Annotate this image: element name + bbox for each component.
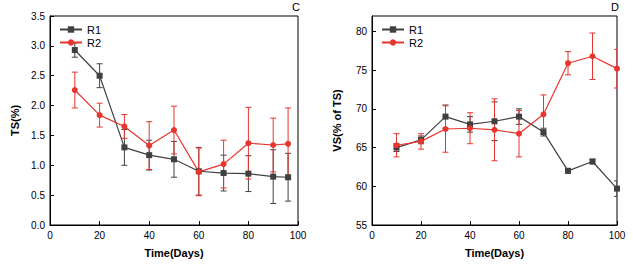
- svg-text:40: 40: [464, 230, 476, 241]
- svg-text:0: 0: [47, 230, 53, 241]
- svg-text:0.0: 0.0: [31, 220, 45, 231]
- svg-text:D: D: [611, 1, 619, 13]
- svg-text:100: 100: [290, 230, 307, 241]
- svg-text:75: 75: [356, 65, 368, 76]
- svg-text:R2: R2: [87, 37, 101, 49]
- svg-text:0: 0: [369, 230, 375, 241]
- svg-text:1.0: 1.0: [31, 160, 45, 171]
- svg-text:40: 40: [144, 230, 156, 241]
- svg-text:80: 80: [562, 230, 574, 241]
- svg-text:0.5: 0.5: [31, 190, 45, 201]
- svg-text:Time(Days): Time(Days): [144, 247, 203, 259]
- svg-text:2.5: 2.5: [31, 70, 45, 81]
- svg-text:60: 60: [356, 181, 368, 192]
- svg-text:3.5: 3.5: [31, 11, 45, 22]
- svg-text:65: 65: [356, 142, 368, 153]
- svg-text:80: 80: [243, 230, 255, 241]
- svg-text:100: 100: [609, 230, 626, 241]
- svg-text:60: 60: [513, 230, 525, 241]
- svg-text:R1: R1: [409, 24, 423, 36]
- svg-text:R1: R1: [87, 24, 101, 36]
- svg-text:R2: R2: [409, 37, 423, 49]
- svg-text:55: 55: [356, 220, 368, 231]
- svg-text:3.0: 3.0: [31, 40, 45, 51]
- svg-text:TS(%): TS(%): [9, 105, 21, 137]
- svg-text:70: 70: [356, 103, 368, 114]
- svg-text:1.5: 1.5: [31, 130, 45, 141]
- svg-text:2.0: 2.0: [31, 100, 45, 111]
- svg-text:Time(Days): Time(Days): [465, 247, 524, 259]
- svg-text:C: C: [292, 1, 300, 13]
- svg-text:20: 20: [94, 230, 106, 241]
- svg-text:VS(% of TS): VS(% of TS): [331, 89, 343, 152]
- svg-text:20: 20: [415, 230, 427, 241]
- svg-text:80: 80: [356, 26, 368, 37]
- svg-text:60: 60: [193, 230, 205, 241]
